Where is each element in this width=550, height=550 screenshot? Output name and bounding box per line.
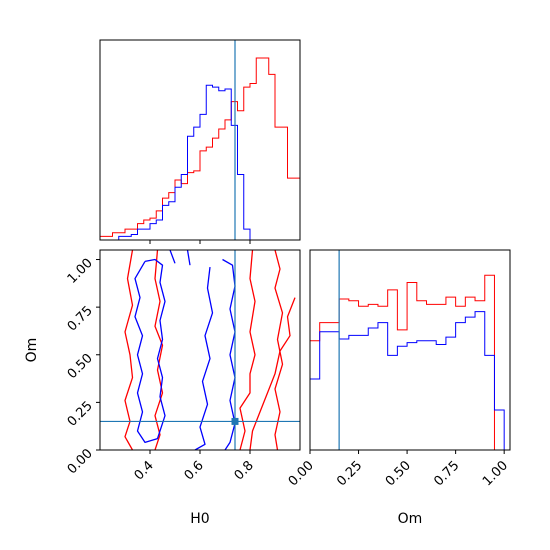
om-marginal-xtick-label: 0.50 — [383, 458, 414, 489]
om-marginal-xtick-label: 0.25 — [334, 458, 365, 489]
y-axis-label-om: Om — [24, 338, 40, 363]
om-ytick-label: 0.25 — [65, 399, 96, 430]
contour-line-0-4 — [154, 250, 164, 450]
om-ytick-label: 0.50 — [65, 351, 96, 382]
h0-xtick-label: 0.6 — [182, 458, 207, 483]
h0-marginal-panel — [99, 39, 301, 244]
contour-line-1-2 — [222, 258, 236, 450]
h0-om-contour-panel: 0.4 0.6 0.8 0.00 0.25 0.50 0.75 1.00 H0 Om — [24, 249, 301, 527]
om-marginal-xtick-label: 0.75 — [431, 458, 462, 489]
histogram-series-om-1 — [309, 311, 505, 450]
contour-line-1-1 — [194, 267, 214, 450]
om-marginal-xtick-label: 0.00 — [286, 458, 317, 489]
histogram-series-om-0 — [309, 274, 505, 451]
x-axis-label-h0: H0 — [190, 511, 209, 527]
om-ytick-label: 1.00 — [65, 256, 96, 287]
histogram-series-h0-1 — [100, 84, 300, 241]
contour-line-1-3 — [186, 250, 191, 266]
om-ytick-label: 0.00 — [65, 446, 96, 477]
h0-marginal-frame — [99, 39, 301, 241]
contour-frame — [99, 249, 301, 451]
contour-line-0-0 — [124, 250, 134, 450]
contour-line-0-3 — [249, 297, 296, 450]
om-ytick-label: 0.75 — [65, 303, 96, 334]
h0-xtick-label: 0.8 — [232, 458, 257, 483]
om-marginal-frame — [309, 249, 511, 451]
contour-line-1-0 — [134, 258, 166, 444]
contour-line-1-4 — [169, 250, 176, 264]
om-marginal-xtick-label: 1.00 — [480, 458, 511, 489]
histogram-series-h0-0 — [99, 57, 301, 240]
x-axis-label-om: Om — [398, 511, 423, 527]
truth-marker — [231, 417, 239, 425]
h0-xtick-label: 0.4 — [132, 458, 157, 483]
om-marginal-panel: 0.00 0.25 0.50 0.75 1.00 Om — [286, 249, 511, 527]
contour-line-0-2 — [239, 250, 256, 450]
